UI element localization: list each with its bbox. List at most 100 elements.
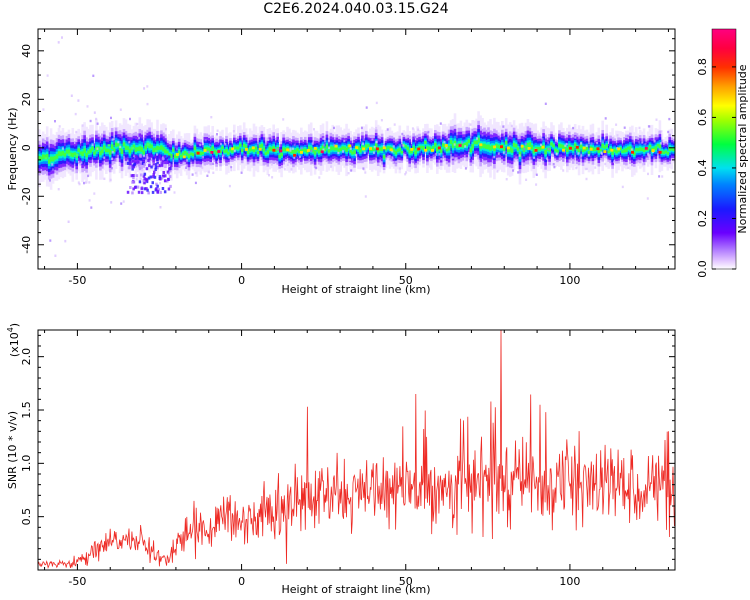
heatmap-cell <box>479 143 483 147</box>
heatmap-cell <box>252 148 256 153</box>
heatmap-cell <box>154 166 158 170</box>
heatmap-cell <box>304 148 307 153</box>
heatmap-cell <box>137 163 141 167</box>
heatmap-cell <box>660 150 664 154</box>
top-y-tick-label: 20 <box>20 92 33 106</box>
heatmap-cell <box>283 168 286 171</box>
heatmap-cell <box>514 144 518 148</box>
heatmap-sparse-specks <box>39 36 671 257</box>
heatmap-cell <box>143 156 146 160</box>
heatmap-cell <box>547 141 550 144</box>
heatmap-cell <box>376 148 380 153</box>
heatmap-cell <box>112 148 116 153</box>
heatmap-cell <box>81 151 84 157</box>
heatmap-cell <box>323 143 325 147</box>
heatmap-cell <box>240 148 244 152</box>
heatmap-cell <box>534 149 538 152</box>
heatmap-cell <box>505 178 508 181</box>
heatmap-cell <box>93 111 96 114</box>
heatmap-cell <box>563 151 566 154</box>
heatmap-cell <box>355 153 358 157</box>
heatmap-cell <box>518 133 521 136</box>
heatmap-cell <box>369 147 372 150</box>
heatmap-cell <box>386 128 389 131</box>
top-y-tick-label: 0 <box>20 144 33 151</box>
heatmap-cell <box>92 74 95 77</box>
heatmap-cell <box>302 148 305 152</box>
heatmap-cell <box>293 156 296 160</box>
heatmap-cell <box>293 153 297 157</box>
heatmap-cell <box>638 141 641 144</box>
heatmap-cell <box>228 156 231 159</box>
heatmap-cell <box>134 185 137 189</box>
heatmap-cell <box>154 168 157 171</box>
heatmap-cell <box>311 161 314 164</box>
heatmap-cell <box>420 145 423 149</box>
heatmap-cell <box>167 155 171 159</box>
heatmap-cell <box>108 149 112 155</box>
heatmap-cell <box>240 171 243 174</box>
heatmap-cell <box>372 159 375 163</box>
heatmap-cell <box>152 163 156 167</box>
heatmap-cell <box>146 188 149 192</box>
heatmap-cell <box>80 161 83 164</box>
heatmap-cell <box>572 126 575 130</box>
heatmap-cell <box>453 143 456 146</box>
heatmap-cell <box>61 36 63 39</box>
heatmap-cell <box>396 148 400 152</box>
heatmap-cell <box>644 146 648 150</box>
heatmap-cell <box>103 145 106 150</box>
heatmap-cell <box>410 150 413 154</box>
heatmap-cell <box>256 151 260 154</box>
heatmap-cell <box>210 116 213 119</box>
spectrogram-heatmap <box>38 36 675 257</box>
heatmap-cell <box>623 149 626 153</box>
heatmap-cell <box>207 147 210 152</box>
heatmap-cell <box>526 143 530 148</box>
heatmap-cell <box>138 136 141 140</box>
heatmap-cell <box>439 148 443 153</box>
heatmap-cell <box>564 144 567 147</box>
heatmap-cell <box>533 156 536 159</box>
heatmap-cell <box>140 147 143 152</box>
heatmap-cell <box>89 148 92 153</box>
heatmap-cell <box>42 108 45 111</box>
heatmap-cell <box>382 144 385 148</box>
heatmap-cell <box>590 142 593 145</box>
heatmap-cell <box>411 127 414 130</box>
heatmap-cell <box>585 177 588 181</box>
heatmap-cell <box>122 142 126 147</box>
heatmap-cell <box>391 156 394 159</box>
heatmap-cell <box>85 152 88 158</box>
heatmap-cell <box>270 163 273 166</box>
heatmap-cell <box>156 158 159 161</box>
heatmap-cell <box>476 137 478 140</box>
heatmap-cell <box>379 164 382 168</box>
heatmap-cell <box>367 144 370 147</box>
heatmap-cell <box>282 147 285 152</box>
heatmap-cell <box>528 142 532 147</box>
heatmap-cell <box>145 167 149 171</box>
top-x-tick-label: 0 <box>238 274 245 287</box>
bot-x-tick-label: 100 <box>559 575 580 588</box>
heatmap-cell <box>114 159 117 162</box>
heatmap-cell <box>143 177 146 181</box>
heatmap-cell <box>558 143 561 148</box>
heatmap-cell <box>553 165 556 169</box>
snr-series-line <box>38 330 675 569</box>
heatmap-cell <box>140 191 144 195</box>
heatmap-cell <box>399 144 402 148</box>
heatmap-cell <box>641 141 644 144</box>
heatmap-cell <box>426 162 429 165</box>
heatmap-cell <box>621 150 624 153</box>
heatmap-cell <box>53 155 57 160</box>
heatmap-cell <box>666 151 670 155</box>
heatmap-cell <box>159 182 162 185</box>
heatmap-cell <box>96 147 99 150</box>
heatmap-cell <box>40 156 43 161</box>
heatmap-cell <box>141 161 145 165</box>
heatmap-cell <box>272 146 275 151</box>
heatmap-cell <box>147 159 150 162</box>
heatmap-cell <box>327 149 331 153</box>
heatmap-cell <box>656 144 660 147</box>
